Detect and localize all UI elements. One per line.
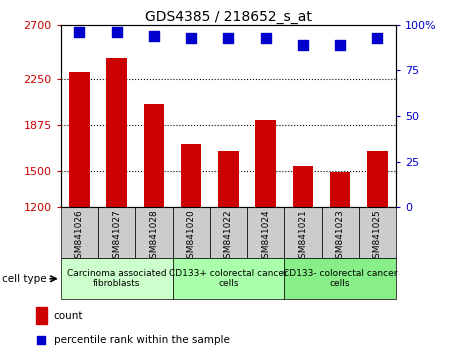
Text: GSM841025: GSM841025	[373, 210, 382, 264]
Bar	[172, 207, 210, 258]
Text: GSM841026: GSM841026	[75, 210, 84, 264]
Text: GSM841023: GSM841023	[336, 210, 345, 264]
Text: GSM841022: GSM841022	[224, 210, 233, 264]
Bar	[135, 207, 172, 258]
Bar	[367, 151, 387, 207]
Bar	[98, 207, 135, 258]
Bar	[284, 258, 396, 299]
Point	[188, 35, 195, 40]
Bar	[247, 207, 284, 258]
Text: GSM841021: GSM841021	[298, 210, 307, 264]
Bar	[144, 104, 164, 207]
Text: Carcinoma associated
fibroblasts: Carcinoma associated fibroblasts	[67, 269, 166, 289]
Point	[374, 35, 381, 40]
Point	[337, 42, 344, 48]
Text: percentile rank within the sample: percentile rank within the sample	[54, 335, 230, 345]
Bar	[61, 207, 98, 258]
Text: GSM841028: GSM841028	[149, 210, 158, 264]
Bar	[284, 207, 321, 258]
Text: CD133- colorectal cancer
cells: CD133- colorectal cancer cells	[283, 269, 397, 289]
Point	[76, 29, 83, 35]
Bar	[321, 207, 359, 258]
Bar	[292, 166, 313, 207]
Point	[299, 42, 306, 48]
Text: GSM841027: GSM841027	[112, 210, 121, 264]
Bar	[181, 144, 201, 207]
Text: CD133+ colorectal cancer
cells: CD133+ colorectal cancer cells	[169, 269, 288, 289]
Bar	[218, 151, 239, 207]
Text: GSM841024: GSM841024	[261, 210, 270, 264]
Bar	[36, 307, 47, 324]
Bar	[359, 207, 396, 258]
Point	[38, 337, 45, 343]
Bar	[106, 58, 127, 207]
Bar	[61, 258, 172, 299]
Point	[150, 33, 158, 39]
Text: cell type: cell type	[2, 274, 47, 284]
Point	[262, 35, 269, 40]
Title: GDS4385 / 218652_s_at: GDS4385 / 218652_s_at	[145, 10, 312, 24]
Text: count: count	[54, 310, 83, 321]
Point	[113, 29, 120, 35]
Bar	[330, 172, 351, 207]
Text: GSM841020: GSM841020	[187, 210, 196, 264]
Point	[225, 35, 232, 40]
Bar	[210, 207, 247, 258]
Bar	[69, 72, 90, 207]
Bar	[172, 258, 284, 299]
Bar	[256, 120, 276, 207]
